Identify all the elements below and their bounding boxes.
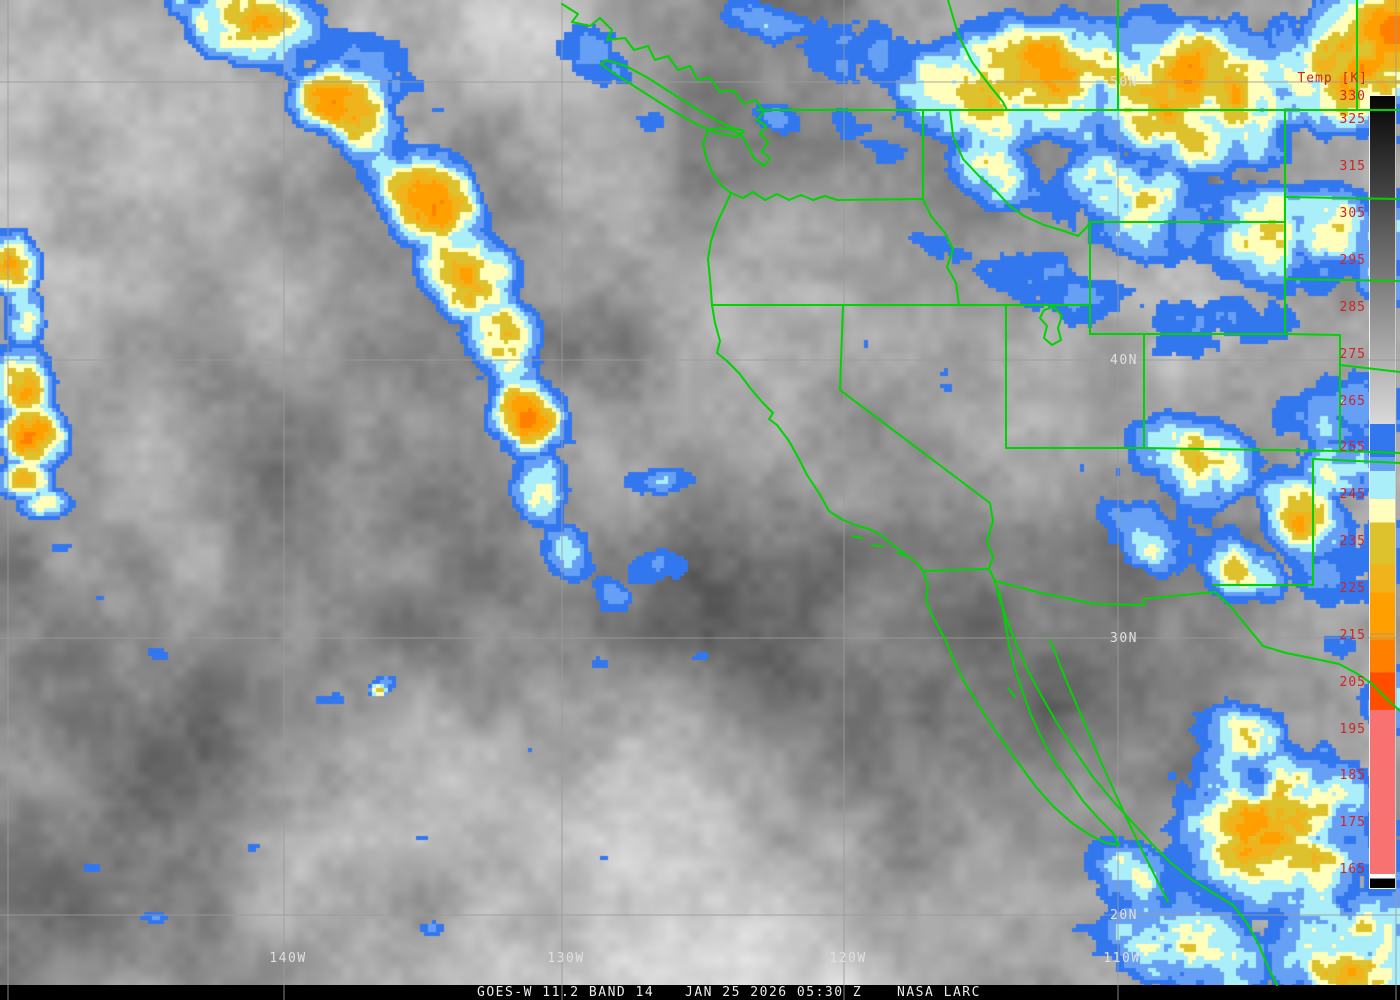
colorbar-tick-label: 205 <box>1339 674 1366 690</box>
footer-annotation-bar: GOES-W 11.2 BAND 14 JAN 25 2026 05:30 Z … <box>0 985 1400 1000</box>
colorbar-tick-label: 225 <box>1339 581 1366 597</box>
colorbar-tick-label: 275 <box>1339 346 1366 362</box>
footer-credit: NASA LARC <box>897 985 981 1000</box>
colorbar-tick-label: 265 <box>1339 393 1366 409</box>
colorbar-tick-label: 165 <box>1339 862 1366 878</box>
colorbar-tick-label: 185 <box>1339 768 1366 784</box>
colorbar-tick-label: 195 <box>1339 721 1366 737</box>
colorbar-tick-label: 215 <box>1339 627 1366 643</box>
colorbar-tick-label: 315 <box>1339 159 1366 175</box>
colorbar-tick-label: 235 <box>1339 534 1366 550</box>
colorbar-tick-label: 175 <box>1339 815 1366 831</box>
colorbar-tick-label: 325 <box>1339 112 1366 128</box>
colorbar-tick-label: 255 <box>1339 440 1366 456</box>
footer-timestamp: JAN 25 2026 05:30 Z <box>685 985 863 1000</box>
colorbar-tick-label: 305 <box>1339 206 1366 222</box>
colorbar-tick-label: 245 <box>1339 487 1366 503</box>
footer-satellite-band-label: GOES-W 11.2 BAND 14 <box>477 985 655 1000</box>
colorbar-tick-label: 295 <box>1339 253 1366 268</box>
colorbar-tick-label: 285 <box>1339 299 1366 315</box>
colorbar-title: Temp [K] <box>1297 71 1368 86</box>
colorbar <box>1369 95 1396 889</box>
colorbar-tick-label: 330 <box>1339 89 1366 104</box>
